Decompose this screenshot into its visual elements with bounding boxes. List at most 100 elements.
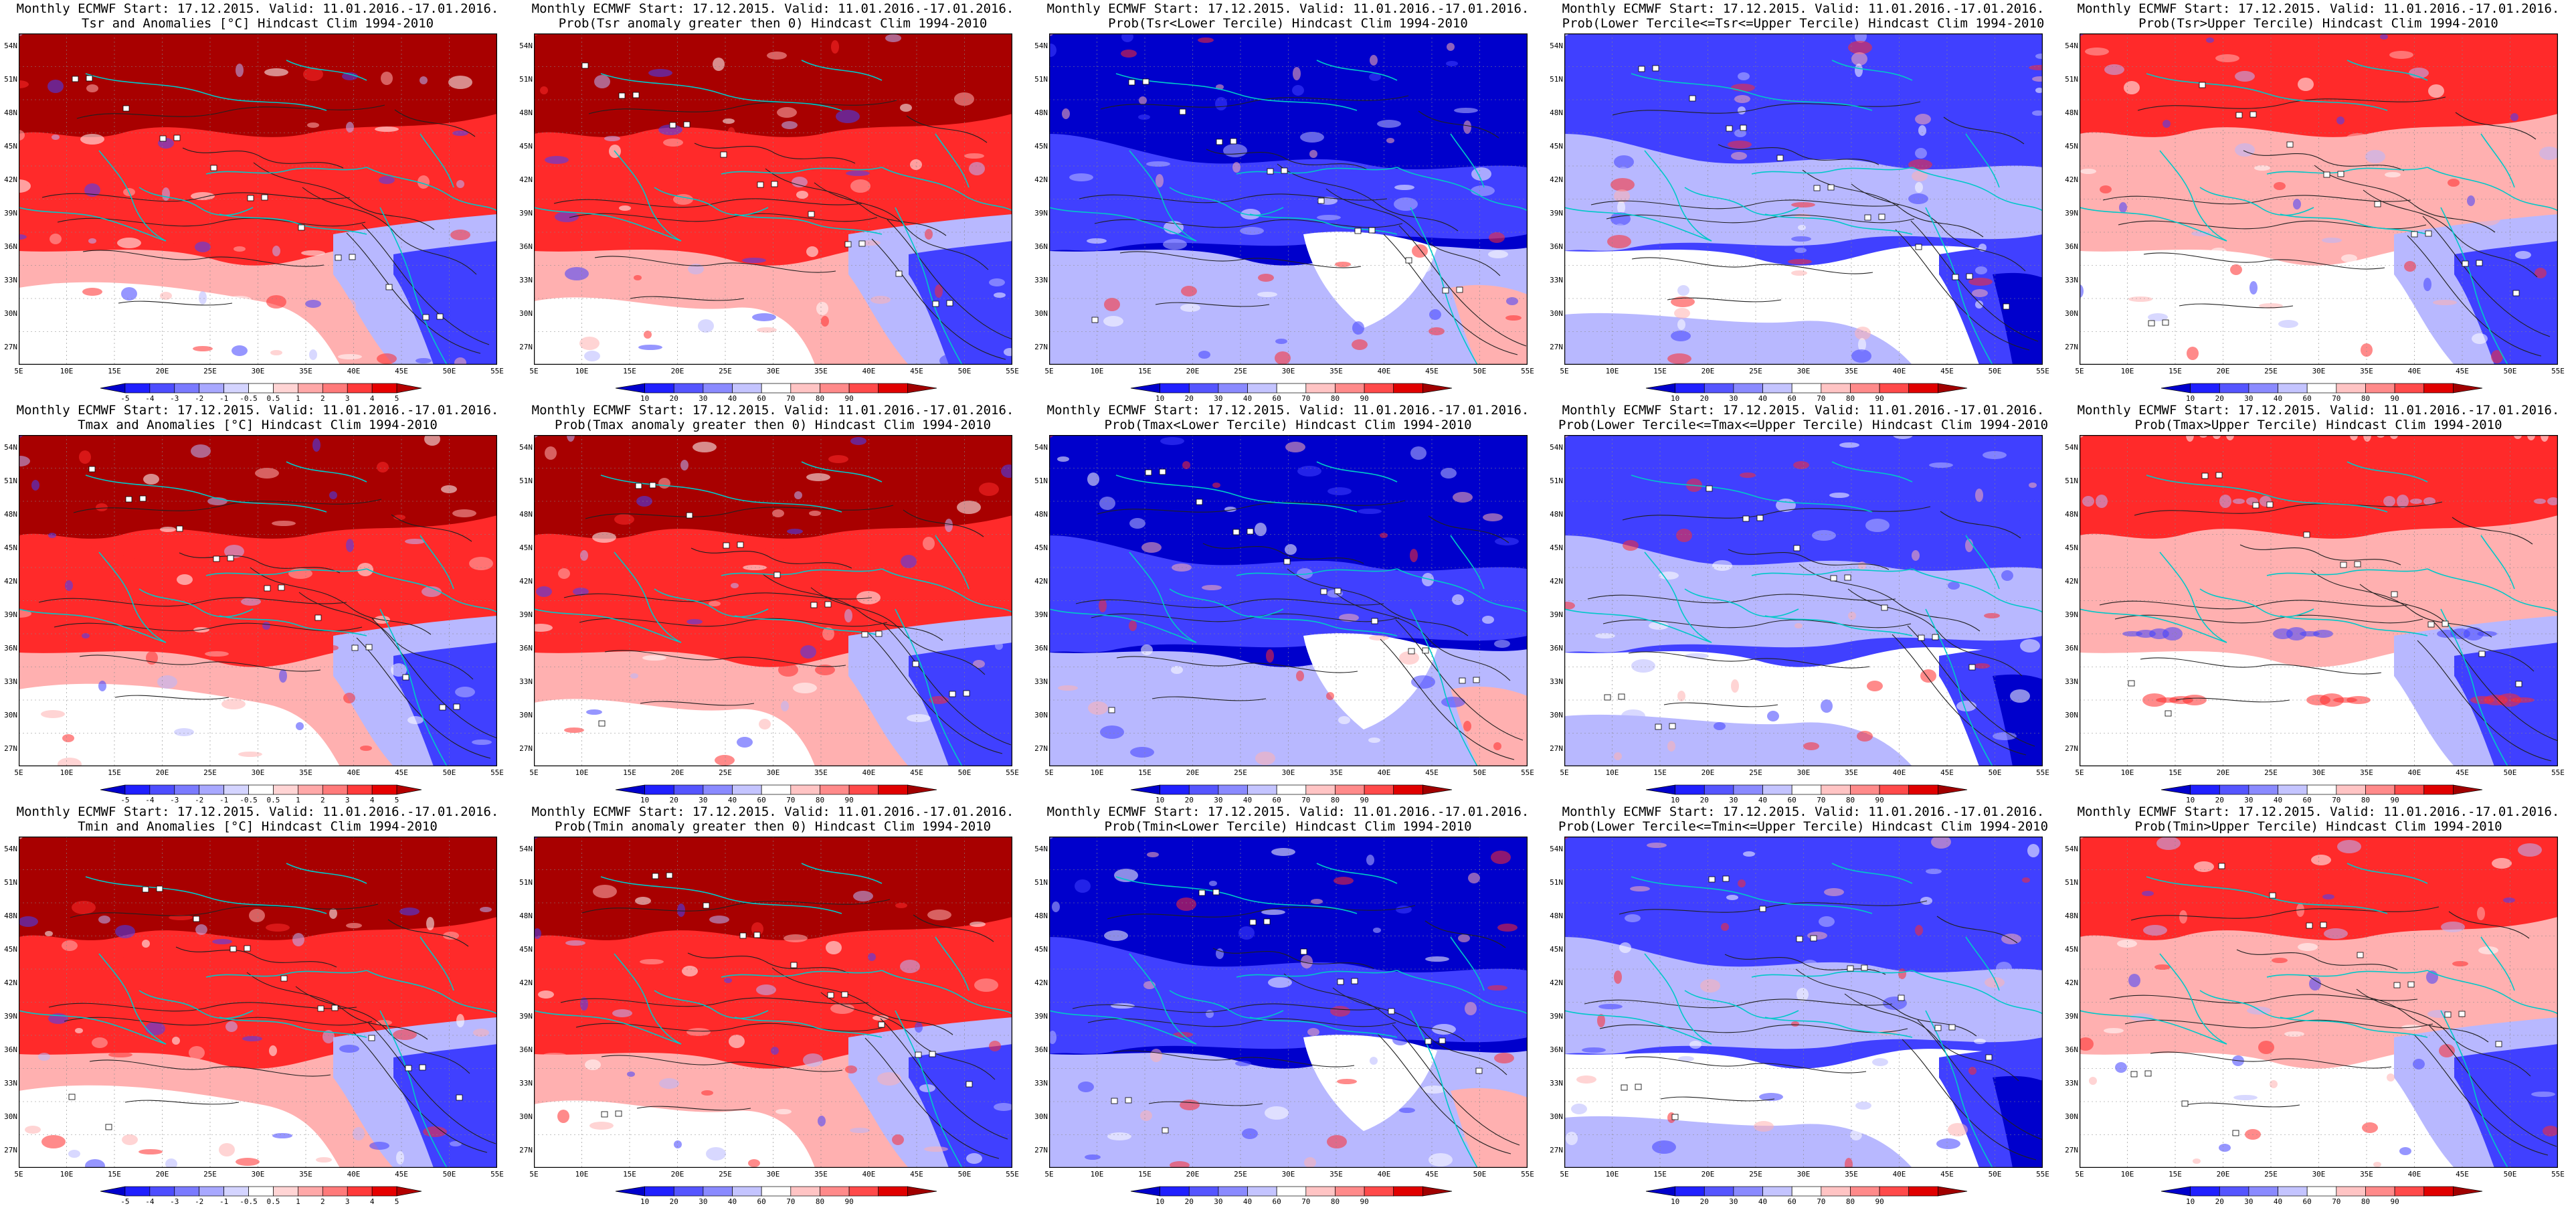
station-marker: [2391, 591, 2398, 598]
latitude-label: 27N: [2065, 343, 2078, 351]
coastline: [1450, 133, 1485, 188]
colorbar-label: 60: [1272, 1197, 1281, 1206]
field-speckle: [806, 246, 818, 257]
field-speckle: [564, 727, 584, 733]
station-marker: [317, 1005, 325, 1012]
field-speckle: [1296, 671, 1304, 681]
field-speckle: [2128, 974, 2140, 987]
station-marker: [2495, 1041, 2502, 1047]
field-speckle: [1858, 562, 1866, 570]
field-speckle: [1293, 67, 1301, 80]
coastline: [1236, 167, 1398, 175]
station-marker: [1162, 1127, 1169, 1134]
colorbar-swatch: [371, 1186, 397, 1197]
field-speckle: [1240, 227, 1264, 235]
latitude-label: 30N: [519, 1112, 533, 1121]
contour-line: [1631, 257, 1873, 274]
colorbar-swatch: [1821, 1186, 1851, 1197]
station-marker: [2515, 681, 2522, 687]
field-speckle: [1791, 202, 1815, 207]
field-speckle: [393, 515, 405, 520]
colorbar-swatch: [878, 383, 908, 394]
colorbar-label: 90: [1360, 1197, 1369, 1206]
latitude-label: 39N: [2065, 1012, 2078, 1021]
field-speckle: [2032, 76, 2043, 82]
field-speckle: [2365, 150, 2385, 163]
latitude-label: 42N: [519, 978, 533, 987]
field-speckle: [1659, 572, 1679, 580]
colorbar-swatch: [907, 784, 937, 795]
colorbar-label: 20: [1699, 796, 1709, 804]
station-marker: [402, 674, 409, 681]
longitude-label: 40E: [1377, 1170, 1391, 1179]
station-marker: [349, 254, 356, 260]
station-marker: [632, 92, 640, 98]
station-marker: [1145, 469, 1152, 476]
colorbar-swatch: [174, 1186, 200, 1197]
latitude-label: 48N: [4, 510, 17, 519]
colorbar-swatch: [273, 383, 298, 394]
longitude-label: 30E: [251, 1170, 265, 1179]
contour-line: [2150, 1051, 2392, 1069]
station-marker: [737, 541, 744, 548]
coastline: [366, 167, 497, 211]
latitude-label: 36N: [2065, 644, 2078, 653]
latitude-label: 42N: [2065, 175, 2078, 184]
longitude-label: 15E: [1138, 1170, 1152, 1179]
latitude-label: 39N: [519, 610, 533, 619]
field-speckle: [2235, 143, 2255, 157]
field-speckle: [1432, 1024, 1456, 1035]
field-speckle: [272, 521, 296, 526]
field-speckle: [1086, 251, 1110, 264]
colorbar-label: -3: [170, 394, 179, 403]
field-speckle: [2467, 195, 2475, 206]
longitude-label: 20E: [155, 367, 169, 375]
longitude-label: 10E: [1090, 768, 1104, 777]
coastline: [801, 60, 883, 81]
field-speckle: [266, 924, 290, 932]
field-speckle: [2274, 182, 2286, 190]
coastline: [1631, 475, 1873, 513]
field-speckle: [189, 1046, 205, 1059]
longitude-label: 15E: [623, 768, 636, 777]
field-speckle: [901, 555, 917, 568]
field-speckle: [1243, 727, 1259, 741]
contour-line: [1851, 183, 2026, 272]
latitude-label: 51N: [4, 75, 17, 84]
colorbar-swatch: [322, 784, 348, 795]
station-marker: [1249, 919, 1257, 926]
field-speckle: [1791, 270, 1807, 276]
field-shading: [2080, 159, 2227, 201]
latitude-label: 39N: [2065, 610, 2078, 619]
field-speckle: [619, 205, 631, 211]
field-speckle: [122, 1134, 138, 1145]
contour-line: [38, 597, 347, 607]
contour-line: [73, 499, 382, 513]
contour-line: [246, 972, 428, 1040]
field-speckle: [43, 283, 68, 296]
longitude-label: 40E: [347, 367, 361, 375]
field-speckle: [2534, 499, 2546, 504]
colorbar-swatch: [2365, 1186, 2395, 1197]
map-panel-tsr-probpos: Monthly ECMWF Start: 17.12.2015. Valid: …: [515, 0, 1030, 403]
field-speckle: [1797, 988, 1809, 1001]
contour-line: [1202, 543, 1364, 564]
colorbar-label: 20: [2215, 1197, 2224, 1206]
coastline: [1764, 213, 1913, 235]
longitude-label: 45E: [1425, 1170, 1439, 1179]
longitude-label: 15E: [108, 367, 121, 375]
longitude-label: 55E: [490, 367, 504, 375]
field-speckle: [1975, 489, 1983, 502]
latitude-label: 36N: [1550, 242, 1563, 251]
field-speckle: [830, 1003, 854, 1014]
field-speckle: [1738, 106, 1746, 114]
field-speckle: [923, 537, 935, 550]
field-speckle: [567, 435, 575, 442]
field-speckle: [420, 1044, 432, 1049]
colorbar-label: 40: [1758, 1197, 1768, 1206]
field-speckle: [1929, 462, 1953, 468]
station-marker: [946, 300, 953, 307]
contour-line: [1283, 973, 1465, 1041]
station-marker: [2354, 561, 2361, 568]
map-area: 54N 51N 48N 45N 42N 39N 36N 33N 30N 27N 5E 10E 15E 20…: [519, 33, 1019, 375]
